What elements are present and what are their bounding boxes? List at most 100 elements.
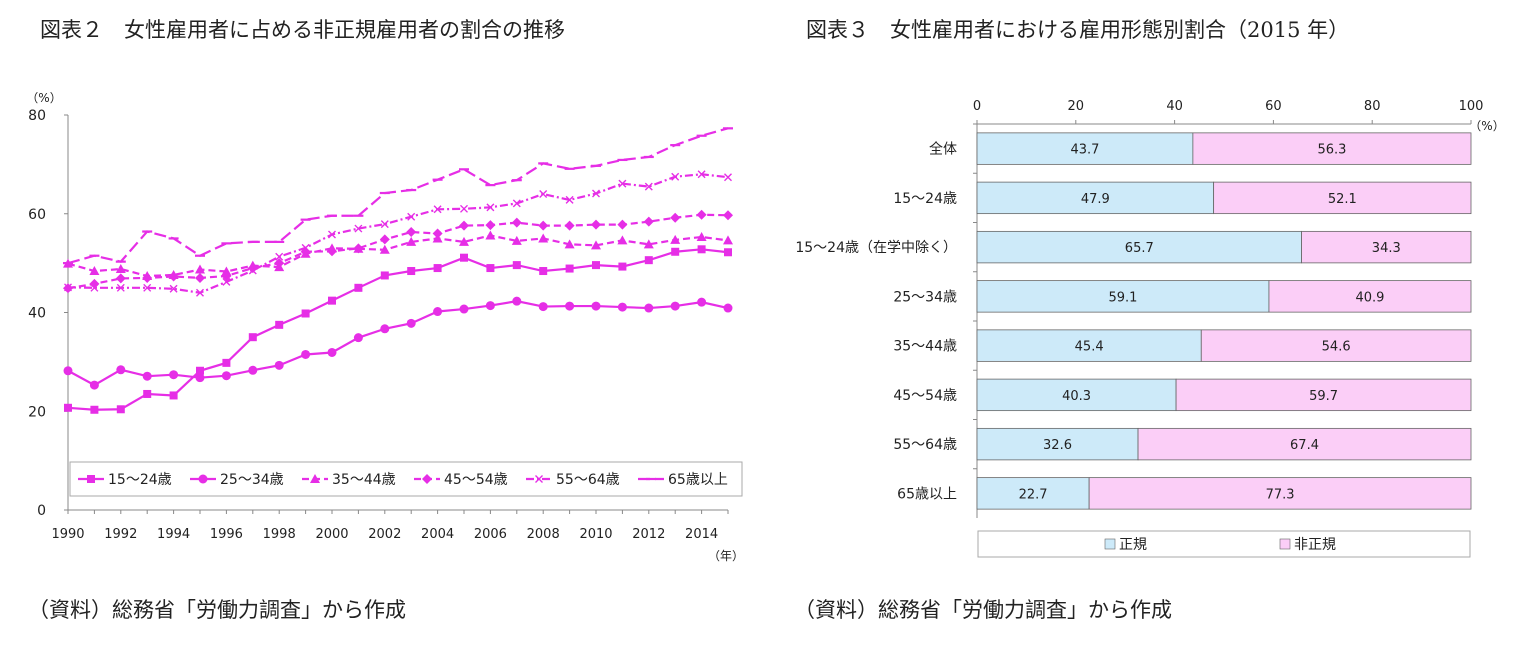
bar-segment xyxy=(1200,329,1472,362)
series-line xyxy=(67,213,729,290)
data-point xyxy=(670,301,680,311)
x-tick-label: 60 xyxy=(1265,99,1282,114)
y-unit-label: （%） xyxy=(26,91,61,105)
legend-item: 正規 xyxy=(1104,537,1147,553)
legend-item: 35〜44歳 xyxy=(302,472,396,488)
data-point xyxy=(460,253,468,262)
data-point xyxy=(169,370,179,380)
data-point xyxy=(327,246,337,257)
data-point xyxy=(168,271,179,282)
data-point xyxy=(565,264,574,273)
series-6 xyxy=(63,127,733,265)
data-point xyxy=(723,303,733,313)
data-point xyxy=(564,239,575,249)
data-point xyxy=(565,195,574,204)
data-point xyxy=(724,248,732,257)
data-label: 34.3 xyxy=(1372,241,1401,256)
x-tick-label: 0 xyxy=(973,99,981,114)
data-point xyxy=(115,273,126,284)
data-point xyxy=(671,172,680,181)
data-label: 32.6 xyxy=(1043,438,1072,453)
data-point xyxy=(116,365,126,375)
data-point xyxy=(406,227,417,238)
x-tick-label: 1994 xyxy=(157,527,190,542)
data-point xyxy=(485,230,496,240)
legend-label: 35〜44歳 xyxy=(332,472,396,488)
figure3-source: （資料）総務省「労働力調査」から作成 xyxy=(794,598,1172,622)
legend: 正規 非正規 xyxy=(977,530,1471,558)
legend-label: 15〜24歳 xyxy=(108,472,172,488)
data-point xyxy=(90,283,99,292)
data-point xyxy=(617,219,628,230)
x-tick-label: 1996 xyxy=(210,527,243,542)
data-point xyxy=(328,296,336,305)
data-point xyxy=(196,288,204,297)
series-2 xyxy=(63,296,733,390)
data-label: 52.1 xyxy=(1328,192,1357,207)
legend-label: 25〜34歳 xyxy=(220,472,284,488)
data-point xyxy=(196,366,204,375)
y-tick-label: 0 xyxy=(37,503,46,519)
bar-segment xyxy=(1301,230,1472,264)
data-label: 56.3 xyxy=(1317,143,1346,158)
legend-label: 正規 xyxy=(1119,537,1147,553)
bar-segment xyxy=(976,477,1090,510)
data-point xyxy=(564,220,575,231)
legend-item: 55〜64歳 xyxy=(526,472,620,488)
data-point xyxy=(406,318,416,328)
data-point xyxy=(301,309,310,318)
x-tick-label: 2004 xyxy=(421,527,454,542)
legend-item: 非正規 xyxy=(1279,537,1336,553)
y-tick-label: 40 xyxy=(28,306,46,322)
data-point xyxy=(696,231,707,241)
legend-marker xyxy=(198,474,208,484)
data-point xyxy=(301,243,310,252)
legend-marker xyxy=(87,475,95,483)
x-tick-label: 2006 xyxy=(474,527,507,542)
series-1 xyxy=(64,245,732,414)
data-point xyxy=(592,261,600,270)
bar-segment xyxy=(1175,378,1472,412)
data-point xyxy=(697,245,706,254)
data-point xyxy=(511,235,522,245)
data-point xyxy=(565,301,575,311)
bar-segment xyxy=(1268,280,1472,313)
data-label: 67.4 xyxy=(1290,438,1319,453)
data-point xyxy=(89,278,100,289)
data-point xyxy=(353,243,364,254)
legend-marker xyxy=(310,474,320,483)
data-label: 54.6 xyxy=(1322,340,1351,355)
category-label: 65歳以上 xyxy=(897,486,957,502)
data-point xyxy=(380,220,389,229)
data-label: 40.9 xyxy=(1356,290,1385,305)
data-point xyxy=(143,389,152,398)
data-point xyxy=(697,297,707,307)
bar-segment xyxy=(976,378,1177,412)
data-point xyxy=(222,277,231,286)
data-point xyxy=(723,210,733,221)
bar-segment xyxy=(1088,477,1472,510)
data-point xyxy=(380,271,389,280)
legend-item: 25〜34歳 xyxy=(190,472,284,488)
legend-item: 15〜24歳 xyxy=(78,472,172,488)
data-point xyxy=(63,366,73,376)
line-chart: 0 20 40 60 80 1990 1992 1994 1996 1998 2000 2002 200… xyxy=(26,91,744,563)
data-point xyxy=(670,212,681,223)
x-tick-label: 100 xyxy=(1459,99,1484,114)
legend-item: 65歳以上 xyxy=(638,472,728,488)
data-label: 59.7 xyxy=(1309,389,1338,404)
data-point xyxy=(432,228,443,239)
data-label: 43.7 xyxy=(1070,143,1099,158)
legend-marker xyxy=(535,475,543,483)
data-point xyxy=(459,304,469,314)
bar-segment xyxy=(976,329,1202,362)
data-point xyxy=(248,365,258,375)
data-point xyxy=(379,244,390,254)
data-point xyxy=(275,252,284,261)
data-point xyxy=(64,403,72,412)
data-point xyxy=(222,358,231,367)
series-line xyxy=(67,248,729,411)
data-point xyxy=(696,209,707,220)
data-point xyxy=(354,224,363,233)
category-label: 25〜34歳 xyxy=(893,289,957,305)
